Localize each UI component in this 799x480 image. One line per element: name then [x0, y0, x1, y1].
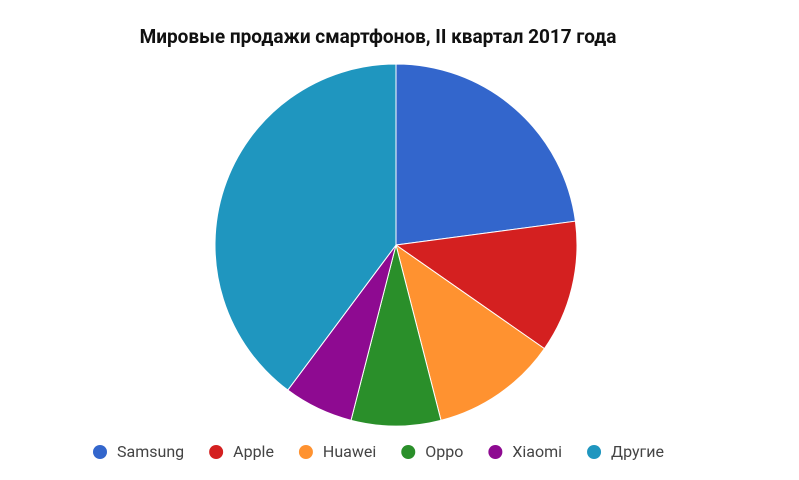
legend-marker [488, 445, 503, 459]
legend-label: Huawei [323, 442, 376, 461]
pie-slice [395, 63, 576, 246]
pie-slice [394, 220, 578, 350]
legend-marker [298, 445, 313, 459]
legend-label: Xiaomi [512, 442, 562, 461]
legend-marker [209, 445, 224, 459]
legend-marker [587, 445, 602, 459]
pie-slice [214, 63, 397, 391]
legend-label: Samsung [117, 442, 184, 461]
pie-slice [395, 243, 546, 421]
legend-label: Apple [233, 442, 274, 461]
pie-slice [350, 244, 442, 427]
legend-label: Другие [611, 442, 664, 461]
legend-label: Oppo [425, 442, 463, 461]
legend-marker [401, 445, 416, 459]
legend-marker [93, 445, 107, 459]
chart-title: Мировые продажи смартфонов, II квартал 2… [140, 25, 617, 48]
